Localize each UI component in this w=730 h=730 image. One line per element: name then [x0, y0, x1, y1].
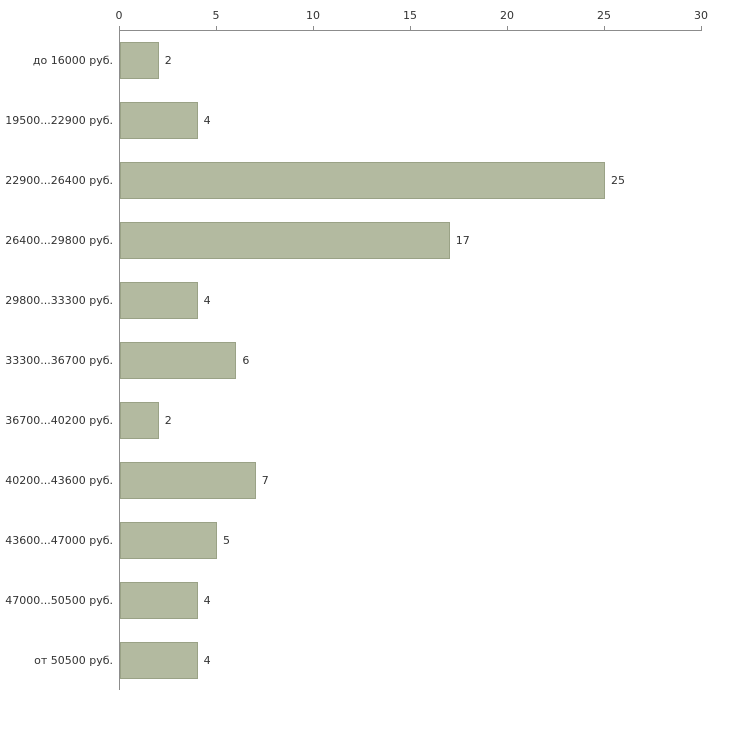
x-tick-mark: [701, 26, 702, 30]
category-label: 26400...29800 руб.: [5, 233, 113, 247]
bar: [120, 461, 256, 499]
bar: [120, 341, 237, 379]
chart-row: 2: [120, 390, 728, 450]
bar: [120, 161, 605, 199]
x-tick-mark: [410, 26, 411, 30]
chart-row: 17: [120, 210, 728, 270]
bar: [120, 521, 217, 559]
chart-row: 4: [120, 630, 728, 690]
x-tick-label: 5: [212, 9, 220, 22]
bar-value-label: 25: [611, 173, 625, 187]
bar: [120, 281, 198, 319]
category-label: 43600...47000 руб.: [5, 533, 113, 547]
bar-value-label: 5: [223, 533, 230, 547]
chart-row: 2: [120, 30, 728, 90]
x-axis-line: [119, 30, 702, 31]
x-tick-label: 20: [500, 9, 514, 22]
bar-value-label: 4: [203, 113, 211, 127]
chart-row: 4: [120, 570, 728, 630]
category-labels: до 16000 руб. 19500...22900 руб. 22900...2…: [0, 30, 113, 690]
bar: [120, 581, 198, 619]
chart-row: 4: [120, 90, 728, 150]
category-label: 19500...22900 руб.: [5, 113, 113, 127]
chart-row: 6: [120, 330, 728, 390]
bar: [120, 41, 159, 79]
bar: [120, 641, 198, 679]
x-tick-mark: [604, 26, 605, 30]
chart-row: 4: [120, 270, 728, 330]
bar-value-label: 4: [203, 593, 211, 607]
x-tick-label: 10: [306, 9, 320, 22]
bar-value-label: 4: [203, 293, 211, 307]
x-tick-label: 30: [694, 9, 708, 22]
category-label: 40200...43600 руб.: [5, 473, 113, 487]
bar-value-label: 7: [261, 473, 269, 487]
category-label: 47000...50500 руб.: [5, 593, 113, 607]
bar: [120, 101, 198, 139]
bar: [120, 221, 450, 259]
category-label: до 16000 руб.: [32, 53, 113, 67]
chart-row: 7: [120, 450, 728, 510]
bar-value-label: 4: [203, 653, 211, 667]
bar-value-label: 2: [164, 413, 172, 427]
chart-row: 5: [120, 510, 728, 570]
category-label: 33300...36700 руб.: [5, 353, 113, 367]
bar-value-label: 6: [242, 353, 250, 367]
chart-row: 25: [120, 150, 728, 210]
x-tick-mark: [119, 26, 120, 30]
x-tick-mark: [507, 26, 508, 30]
x-tick-mark: [216, 26, 217, 30]
category-label: от 50500 руб.: [34, 653, 113, 667]
x-tick-mark: [313, 26, 314, 30]
x-tick-label: 0: [115, 9, 123, 22]
category-label: 36700...40200 руб.: [5, 413, 113, 427]
bar-value-label: 2: [164, 53, 172, 67]
x-tick-label: 15: [403, 9, 417, 22]
category-label: 22900...26400 руб.: [5, 173, 113, 187]
x-tick-label: 25: [597, 9, 611, 22]
bar-value-label: 17: [455, 233, 470, 247]
plot-area: 2 4 25 17 4 6 2 7 5 4 4: [120, 30, 728, 690]
category-label: 29800...33300 руб.: [5, 293, 113, 307]
bar: [120, 401, 159, 439]
y-axis-line: [119, 30, 120, 690]
